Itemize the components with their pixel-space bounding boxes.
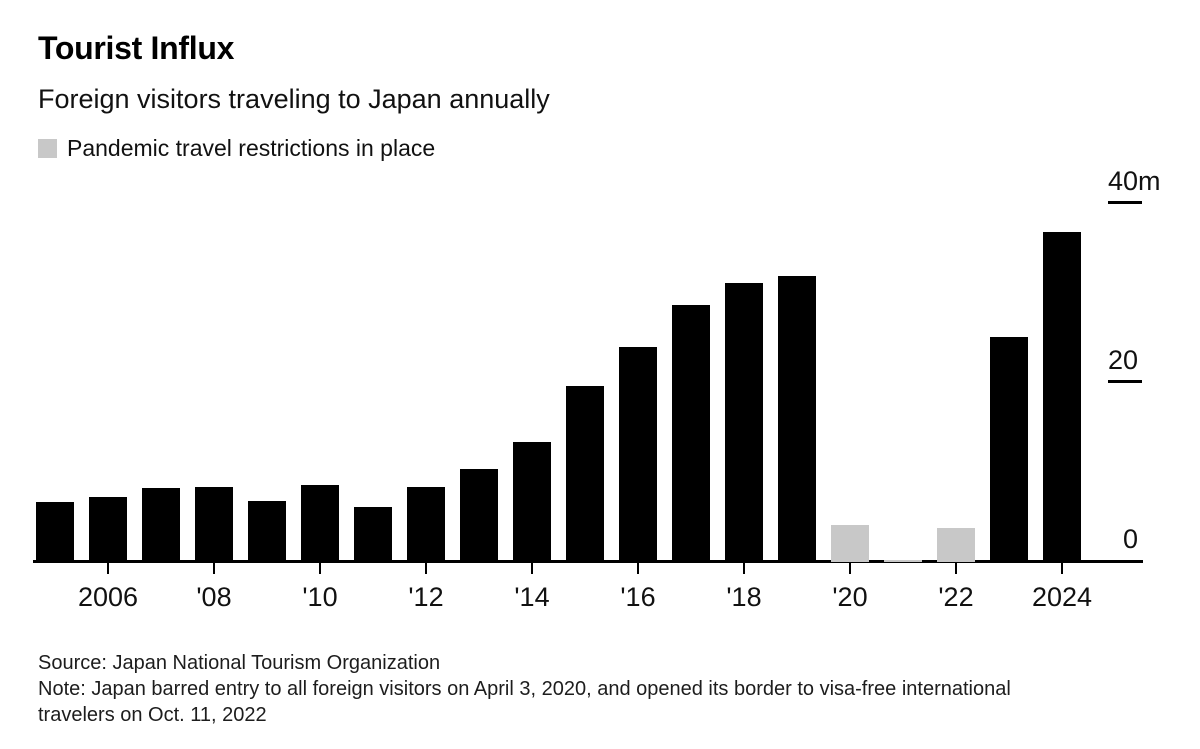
x-axis-tick-2012 <box>424 562 428 574</box>
bar-2018 <box>725 282 763 562</box>
bar-2006 <box>89 496 127 562</box>
bar-2017 <box>672 305 710 562</box>
x-axis-label-2012: '12 <box>408 582 444 612</box>
source-text: Source: Japan National Tourism Organizat… <box>38 652 441 674</box>
x-axis-tick-2010 <box>318 562 322 574</box>
bar-2020 <box>831 525 869 562</box>
chart-footer: Source: Japan National Tourism Organizat… <box>38 650 1086 728</box>
legend: Pandemic travel restrictions in place <box>38 135 435 162</box>
bar-2023 <box>990 337 1028 562</box>
x-axis-label-2014: '14 <box>514 582 550 612</box>
y-axis-tick-40 <box>1108 201 1142 204</box>
x-axis-tick-2008 <box>212 562 216 574</box>
bar-2016 <box>619 347 657 562</box>
bar-2015 <box>566 385 604 562</box>
chart-subtitle: Foreign visitors traveling to Japan annu… <box>38 84 550 114</box>
y-axis-label-20: 20 <box>1108 345 1139 375</box>
x-axis-label-2010: '10 <box>302 582 338 612</box>
x-axis-label-2020: '20 <box>832 582 868 612</box>
bar-2009 <box>248 501 286 562</box>
bar-2010 <box>301 485 339 562</box>
x-axis-tick-2024 <box>1060 562 1064 574</box>
x-axis-label-2022: '22 <box>938 582 974 612</box>
bar-2012 <box>407 486 445 562</box>
legend-swatch-icon <box>38 139 57 158</box>
x-axis-label-2024: 2024 <box>1031 582 1093 612</box>
y-axis-label-40: 40m <box>1108 166 1161 196</box>
x-axis-label-2008: '08 <box>196 582 232 612</box>
x-axis-tick-2006 <box>106 562 110 574</box>
x-axis-tick-2022 <box>954 562 958 574</box>
bar-2008 <box>195 486 233 562</box>
bar-2014 <box>513 442 551 562</box>
bar-2022 <box>937 527 975 562</box>
x-axis-tick-2014 <box>530 562 534 574</box>
note-text: Note: Japan barred entry to all foreign … <box>38 678 1011 726</box>
bar-2005 <box>36 502 74 562</box>
bar-2011 <box>354 506 392 562</box>
bar-2024 <box>1043 231 1081 562</box>
bar-2013 <box>460 468 498 562</box>
x-axis-label-2006: 2006 <box>77 582 139 612</box>
x-axis-tick-2018 <box>742 562 746 574</box>
bar-2019 <box>778 276 816 562</box>
x-axis-tick-2020 <box>848 562 852 574</box>
bar-2021 <box>884 559 922 562</box>
legend-label: Pandemic travel restrictions in place <box>67 135 436 161</box>
chart-title: Tourist Influx <box>38 30 235 66</box>
y-axis-label-0: 0 <box>1123 524 1139 554</box>
x-axis-label-2016: '16 <box>620 582 656 612</box>
bar-2007 <box>142 487 180 562</box>
x-axis-tick-2016 <box>636 562 640 574</box>
x-axis-label-2018: '18 <box>726 582 762 612</box>
y-axis-tick-20 <box>1108 380 1142 383</box>
